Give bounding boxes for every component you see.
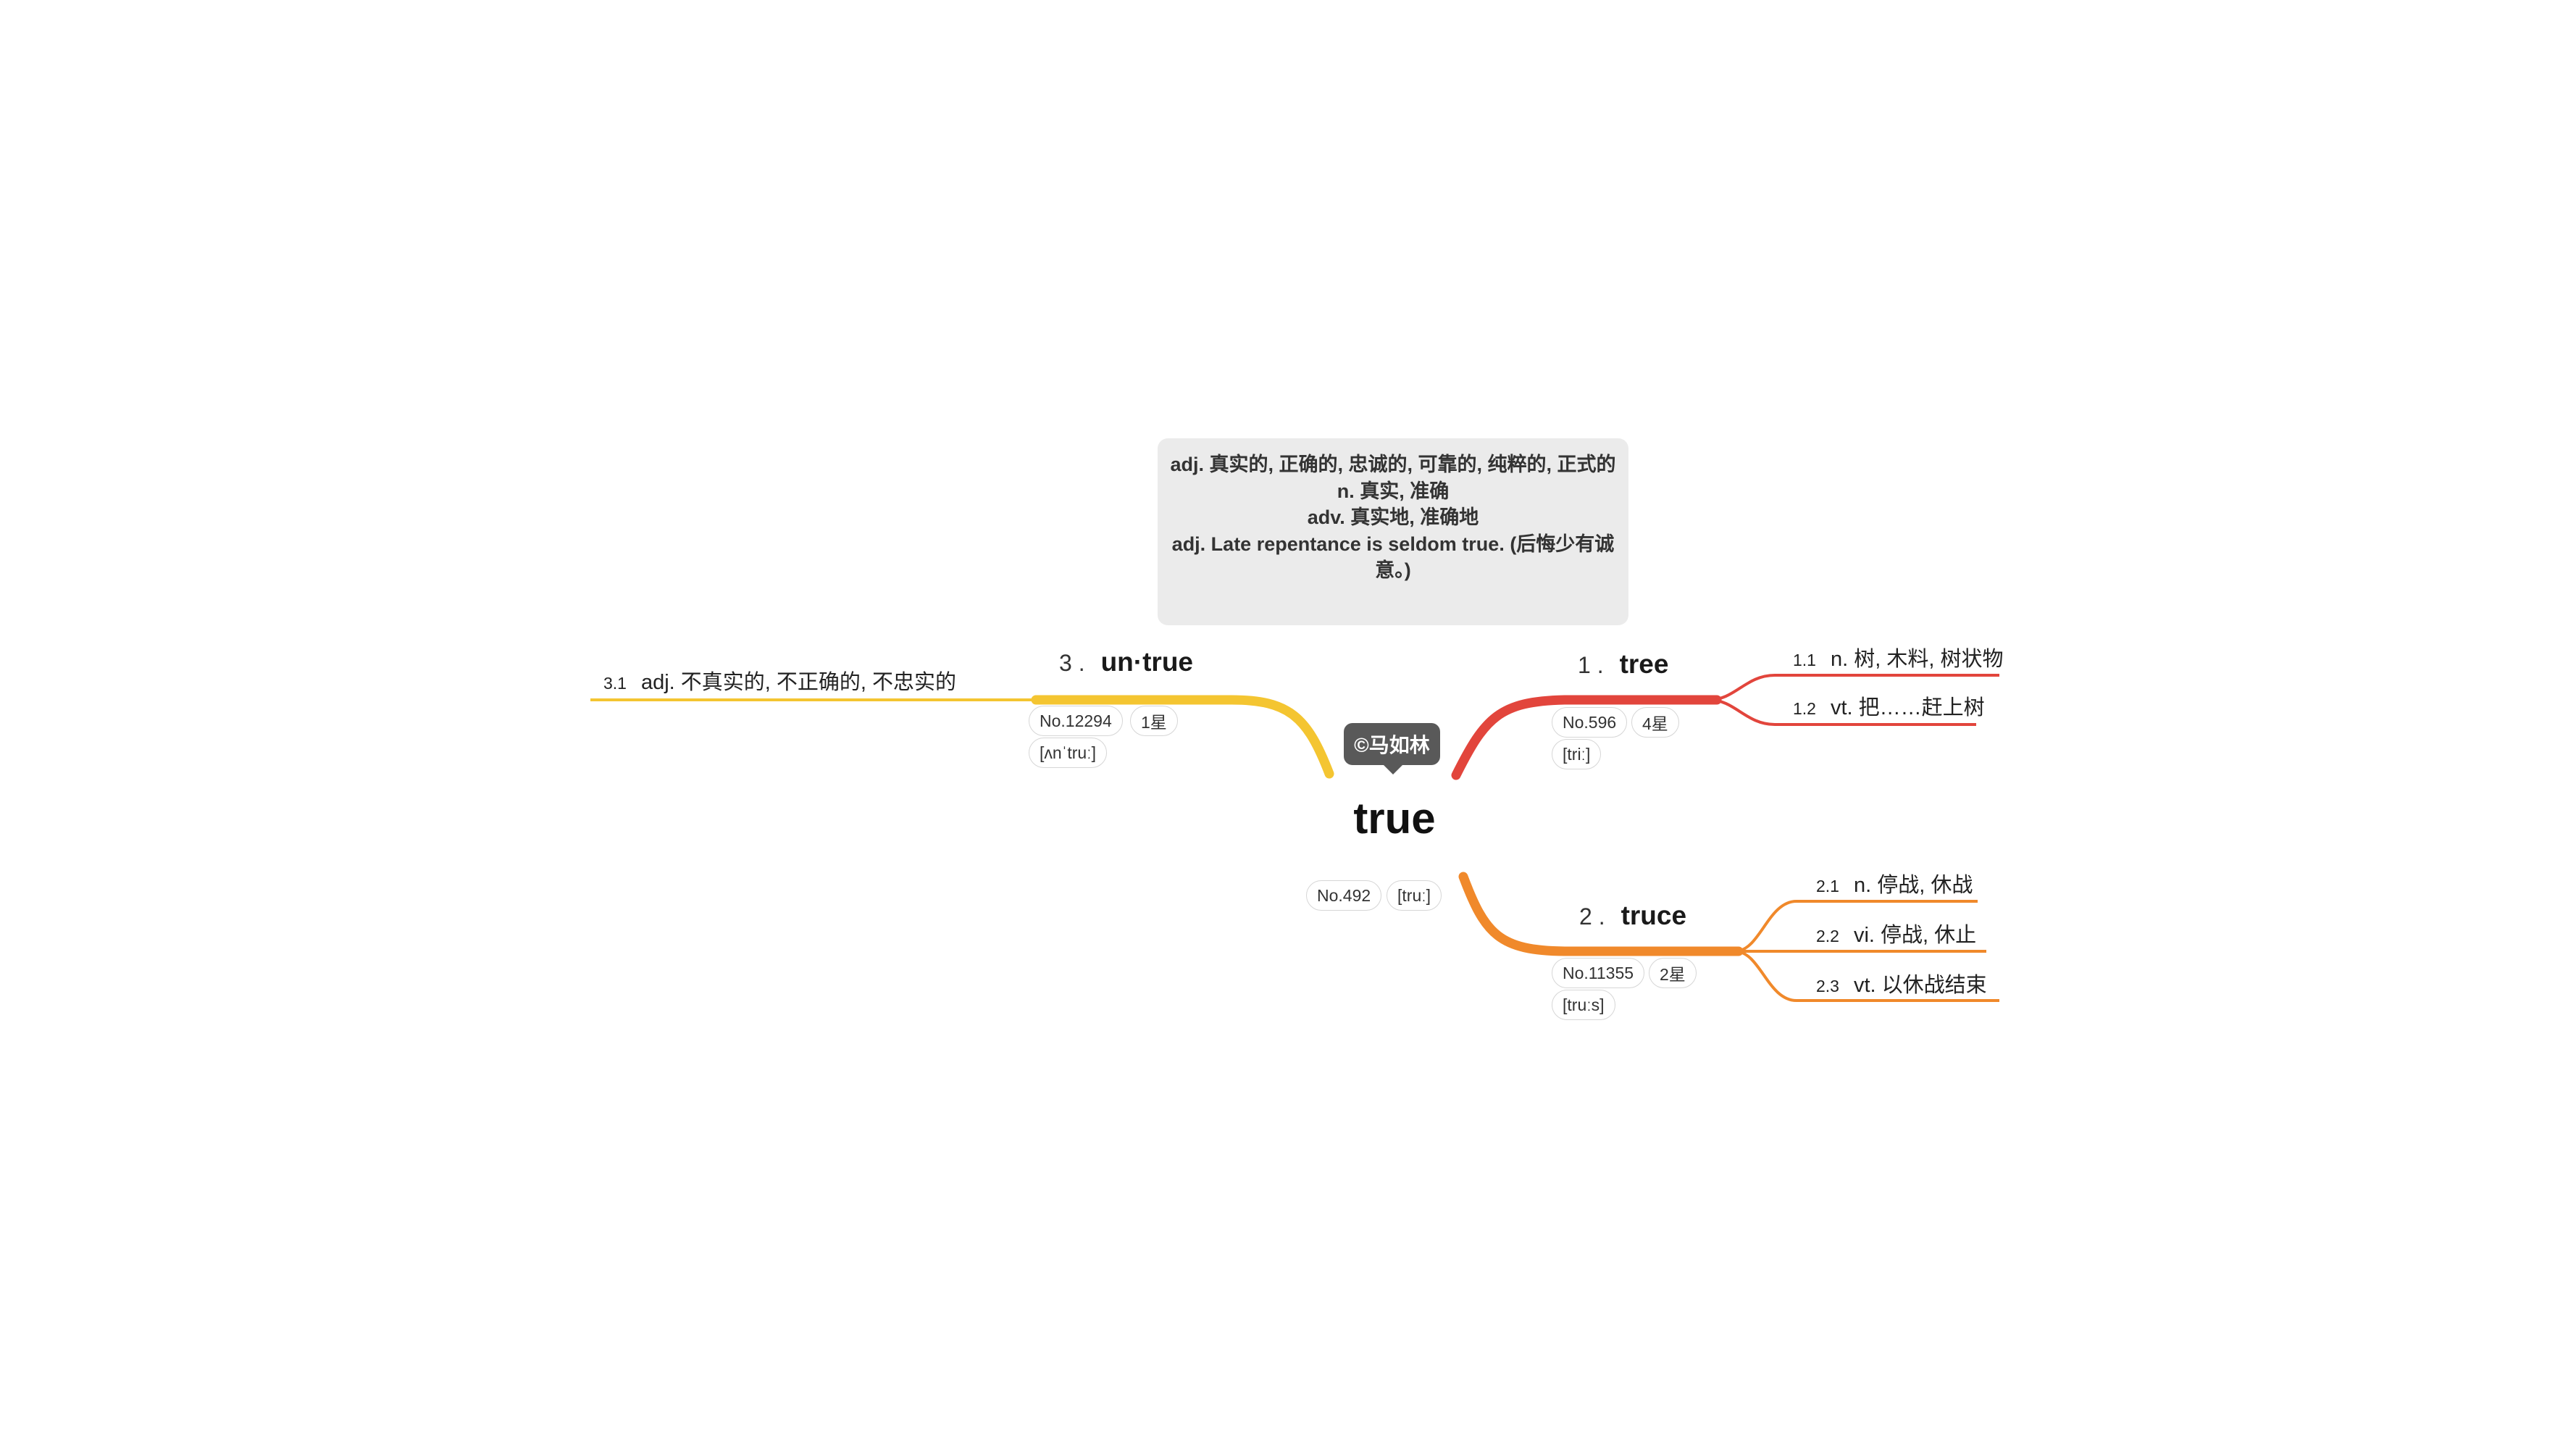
branch-2-number: 2 . xyxy=(1579,903,1605,930)
credit-label: ©马如林 xyxy=(1344,723,1440,765)
branch-2-number-badge: No.11355 xyxy=(1552,958,1645,988)
branch-2-3-connector xyxy=(1734,950,1999,1002)
note-line-1: adj. 真实的, 正确的, 忠诚的, 可靠的, 纯粹的, 正式的 xyxy=(1170,454,1616,475)
branch-1-number: 1 . xyxy=(1578,652,1604,678)
branch-1-connector xyxy=(1451,695,1722,780)
branch-3-number: 3 . xyxy=(1059,650,1085,676)
branch-2-connector xyxy=(1458,872,1744,956)
definition-3-1-number: 3.1 xyxy=(603,674,627,693)
definition-2-1-text: n. 停战, 休战 xyxy=(1853,874,1973,897)
central-topic[interactable]: true xyxy=(1353,794,1436,843)
note-line-2: n. 真实, 准确 xyxy=(1337,480,1450,502)
branch-1-phonetic-badge: [triː] xyxy=(1552,739,1602,769)
branch-2-topic[interactable]: 2 . truce xyxy=(1579,901,1686,931)
note-line-4: adj. Late repentance is seldom true. (后悔… xyxy=(1171,533,1615,582)
branch-2-1-connector xyxy=(1734,900,1978,953)
definition-1-1-number: 1.1 xyxy=(1793,651,1816,669)
branch-1-stars-badge: 4星 xyxy=(1631,707,1679,738)
branch-3-topic[interactable]: 3 . un·true xyxy=(1059,647,1193,677)
branch-3-connector xyxy=(1031,695,1334,779)
branch-1-number-badge: No.596 xyxy=(1552,707,1628,738)
definition-3-1[interactable]: 3.1 adj. 不真实的, 不正确的, 不忠实的 xyxy=(603,665,956,696)
branch-2-word: truce xyxy=(1621,901,1687,930)
definition-2-1[interactable]: 2.1 n. 停战, 休战 xyxy=(1816,868,1973,898)
definition-1-1-text: n. 树, 木料, 树状物 xyxy=(1830,648,2004,671)
definition-2-1-number: 2.1 xyxy=(1816,877,1839,895)
definition-1-2[interactable]: 1.2 vt. 把……赶上树 xyxy=(1793,690,1985,721)
definition-1-2-text: vt. 把……赶上树 xyxy=(1830,696,1985,719)
definition-2-3-number: 2.3 xyxy=(1816,977,1839,995)
definition-2-2-number: 2.2 xyxy=(1816,927,1839,945)
credit-callout-tail xyxy=(1383,764,1403,774)
central-phonetic-badge: [truː] xyxy=(1387,880,1442,911)
branch-1-2-connector xyxy=(1709,698,1976,726)
branch-3-phonetic-badge: [ʌnˈtruː] xyxy=(1029,738,1107,768)
branch-1-topic[interactable]: 1 . tree xyxy=(1578,649,1668,680)
definition-1-2-number: 1.2 xyxy=(1793,699,1816,718)
branch-1-1-connector xyxy=(1709,674,1999,701)
note-line-3: adv. 真实地, 准确地 xyxy=(1307,506,1479,528)
definition-note: adj. 真实的, 正确的, 忠诚的, 可靠的, 纯粹的, 正式的 n. 真实,… xyxy=(1158,438,1628,625)
definition-2-3[interactable]: 2.3 vt. 以休战结束 xyxy=(1816,968,1987,998)
branch-3-number-badge: No.12294 xyxy=(1029,706,1123,736)
branch-1-word: tree xyxy=(1619,649,1669,679)
central-number-badge: No.492 xyxy=(1306,880,1382,911)
definition-2-2-text: vi. 停战, 休止 xyxy=(1853,924,1977,947)
branch-2-stars-badge: 2星 xyxy=(1649,958,1697,988)
definition-2-3-text: vt. 以休战结束 xyxy=(1853,974,1987,997)
definition-3-1-text: adj. 不真实的, 不正确的, 不忠实的 xyxy=(640,671,957,694)
definition-1-1[interactable]: 1.1 n. 树, 木料, 树状物 xyxy=(1793,642,2003,672)
definition-2-2[interactable]: 2.2 vi. 停战, 休止 xyxy=(1816,918,1976,948)
branch-3-stars-badge: 1星 xyxy=(1130,706,1178,736)
branch-3-word: un·true xyxy=(1100,647,1194,677)
branch-2-phonetic-badge: [truːs] xyxy=(1552,990,1615,1020)
